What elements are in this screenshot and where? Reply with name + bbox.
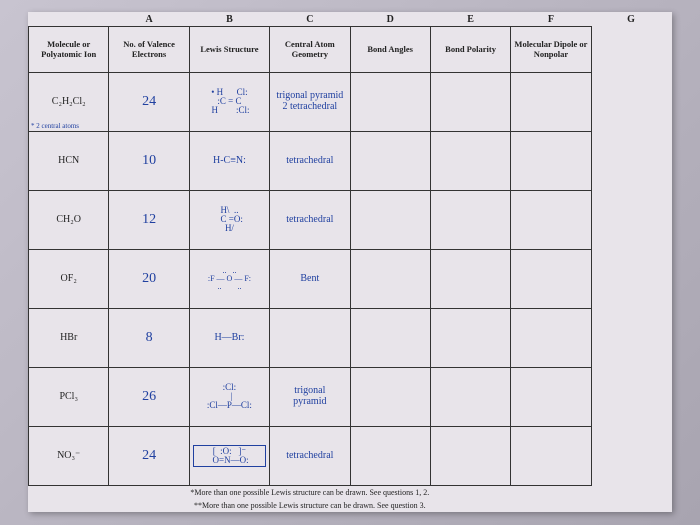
col-letter: A xyxy=(109,12,189,27)
header-molecule: Molecule or Polyatomic Ion xyxy=(29,27,109,73)
lewis-cell: H\ .. C =O: H/ xyxy=(189,190,269,249)
footnote-1: *More than one possible Lewis structure … xyxy=(29,485,592,499)
col-letter: B xyxy=(189,12,269,27)
molecule-cell: HCN xyxy=(29,131,109,190)
table-row: CH₂O 12 H\ .. C =O: H/ tetrachedral xyxy=(29,190,672,249)
geometry-cell: Bent xyxy=(270,249,350,308)
header-row: Molecule or Polyatomic Ion No. of Valenc… xyxy=(29,27,672,73)
dipole-cell xyxy=(511,72,591,131)
molecule-cell: NO₃⁻ xyxy=(29,426,109,485)
header-lewis: Lewis Structure xyxy=(189,27,269,73)
central-atoms-note: * 2 central atoms xyxy=(31,122,79,130)
geometry-cell: trigonal pyramid 2 tetrachedral xyxy=(270,72,350,131)
header-valence: No. of Valence Electrons xyxy=(109,27,189,73)
table-row: OF₂ 20 .. .. :F — O — F: .. .. Bent xyxy=(29,249,672,308)
valence-cell: 24 xyxy=(109,426,189,485)
angles-cell xyxy=(350,72,430,131)
geometry-cell: trigonal pyramid xyxy=(270,367,350,426)
column-letter-row: A B C D E F G xyxy=(29,12,672,27)
col-letter: F xyxy=(511,12,591,27)
header-dipole: Molecular Dipole or Nonpolar xyxy=(511,27,591,73)
geometry-cell: tetrachedral xyxy=(270,426,350,485)
table-row: PCl₃ 26 :Cl: | :Cl—P—Cl: trigonal pyrami… xyxy=(29,367,672,426)
molecule-cell: OF₂ xyxy=(29,249,109,308)
geometry-cell xyxy=(270,308,350,367)
polarity-cell xyxy=(430,72,510,131)
valence-cell: 10 xyxy=(109,131,189,190)
lewis-cell: • H Cl: :C = C H :Cl: xyxy=(189,72,269,131)
table-row: HCN 10 H-C≡N: tetrachedral xyxy=(29,131,672,190)
table-row: C₂H₂Cl₂ * 2 central atoms 24 • H Cl: :C … xyxy=(29,72,672,131)
worksheet-paper: A B C D E F G Molecule or Polyatomic Ion… xyxy=(28,12,672,512)
lewis-cell: H—Br: xyxy=(189,308,269,367)
col-letter: D xyxy=(350,12,430,27)
footnote-2: **More than one possible Lewis structure… xyxy=(29,499,592,512)
molecule-cell: C₂H₂Cl₂ * 2 central atoms xyxy=(29,72,109,131)
lewis-cell: .. .. :F — O — F: .. .. xyxy=(189,249,269,308)
footnote-row: *More than one possible Lewis structure … xyxy=(29,485,672,499)
footnote-row: **More than one possible Lewis structure… xyxy=(29,499,672,512)
molecule-cell: CH₂O xyxy=(29,190,109,249)
header-polarity: Bond Polarity xyxy=(430,27,510,73)
valence-cell: 12 xyxy=(109,190,189,249)
geometry-cell: tetrachedral xyxy=(270,190,350,249)
valence-cell: 20 xyxy=(109,249,189,308)
header-geometry: Central Atom Geometry xyxy=(270,27,350,73)
col-letter: G xyxy=(591,12,671,27)
col-letter: C xyxy=(270,12,350,27)
molecule-cell: HBr xyxy=(29,308,109,367)
valence-cell: 24 xyxy=(109,72,189,131)
lewis-cell: [ :O: ]⁻ O=N—O: xyxy=(189,426,269,485)
chemistry-table: A B C D E F G Molecule or Polyatomic Ion… xyxy=(28,12,672,512)
valence-cell: 26 xyxy=(109,367,189,426)
lewis-cell: :Cl: | :Cl—P—Cl: xyxy=(189,367,269,426)
geometry-cell: tetrachedral xyxy=(270,131,350,190)
table-row: NO₃⁻ 24 [ :O: ]⁻ O=N—O: tetrachedral xyxy=(29,426,672,485)
col-letter: E xyxy=(430,12,510,27)
table-row: HBr 8 H—Br: xyxy=(29,308,672,367)
lewis-cell: H-C≡N: xyxy=(189,131,269,190)
molecule-cell: PCl₃ xyxy=(29,367,109,426)
valence-cell: 8 xyxy=(109,308,189,367)
header-angles: Bond Angles xyxy=(350,27,430,73)
